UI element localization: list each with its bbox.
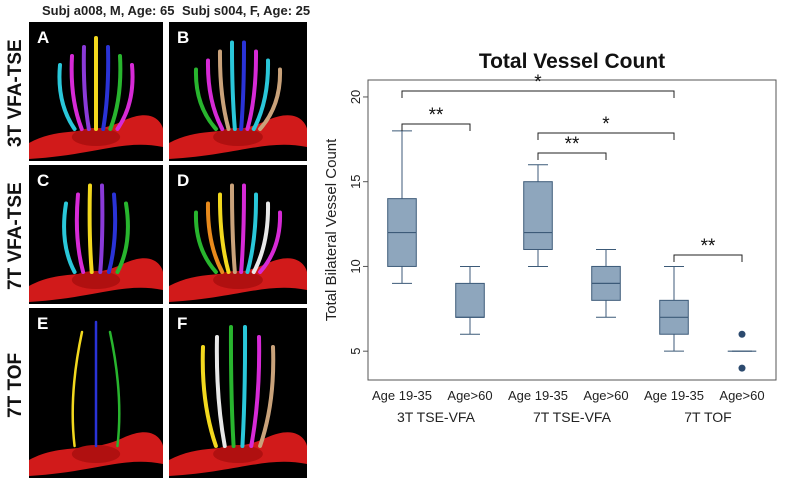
panel-letter: F bbox=[177, 314, 188, 333]
panel-letter: C bbox=[37, 171, 50, 190]
plot-frame bbox=[367, 79, 777, 381]
vessel-branch bbox=[57, 63, 77, 131]
vessel-branch bbox=[205, 201, 225, 274]
vessel-branch bbox=[205, 58, 225, 131]
vessel-branch bbox=[74, 192, 86, 274]
panel-letter: A bbox=[37, 28, 50, 47]
column-header-a008: Subj a008, M, Age: 65 bbox=[42, 3, 175, 18]
panel-f: F bbox=[169, 308, 307, 478]
vessel-render-c bbox=[29, 183, 163, 302]
y-tick-label: 15 bbox=[348, 174, 363, 188]
vessel-branch bbox=[193, 210, 218, 274]
vessel-branch bbox=[217, 192, 231, 274]
vessel-render-e bbox=[29, 320, 163, 476]
vessel-branch bbox=[106, 192, 118, 274]
significance-label: ** bbox=[429, 105, 444, 126]
panel-b: B bbox=[169, 22, 307, 161]
box-category-label: Age 19-35 bbox=[372, 388, 432, 403]
group-label: 7T TOF bbox=[684, 409, 731, 425]
vessel-branch bbox=[115, 63, 135, 131]
vessel-count-boxplot: Total Vessel Count Total Bilateral Vessel… bbox=[323, 50, 777, 425]
significance-label: * bbox=[602, 114, 610, 135]
vessel-branch bbox=[228, 325, 236, 448]
vessel-branch bbox=[239, 40, 247, 131]
row-label-3t-vfa-tse: 3T VFA-TSE bbox=[5, 39, 26, 147]
vessel-branch bbox=[101, 45, 111, 131]
vessel-branch bbox=[193, 67, 218, 131]
vessel-branch bbox=[98, 183, 105, 274]
panel-letter: B bbox=[177, 28, 190, 47]
panel-d: D bbox=[169, 165, 307, 304]
vessel-branch bbox=[258, 210, 283, 274]
vessel-branch bbox=[251, 201, 271, 274]
y-tick-label: 5 bbox=[348, 348, 363, 355]
vessel-branch bbox=[108, 330, 121, 448]
significance-bracket bbox=[401, 90, 675, 98]
vessel-render-a bbox=[29, 36, 163, 159]
vessel-branch bbox=[62, 201, 77, 274]
vessel-branch bbox=[200, 345, 218, 448]
significance-bracket bbox=[537, 132, 675, 140]
vessel-branch bbox=[69, 54, 84, 131]
outlier-point bbox=[738, 364, 746, 372]
artery-shape bbox=[213, 271, 263, 289]
artery-shape bbox=[71, 445, 121, 463]
box-category-label: Age>60 bbox=[719, 388, 764, 403]
vessel-branch bbox=[258, 67, 283, 131]
vessel-branch bbox=[115, 201, 130, 274]
vessel-branch bbox=[81, 45, 91, 131]
chart-title: Total Vessel Count bbox=[479, 50, 665, 73]
significance-label: * bbox=[534, 72, 542, 93]
artery-shape bbox=[213, 128, 263, 146]
box-iqr bbox=[455, 282, 485, 318]
y-axis-label: Total Bilateral Vessel Count bbox=[323, 138, 340, 321]
vessel-branch bbox=[229, 183, 237, 274]
box-category-label: Age 19-35 bbox=[644, 388, 704, 403]
box-category-label: Age>60 bbox=[583, 388, 628, 403]
significance-label: ** bbox=[565, 134, 580, 155]
outlier-point bbox=[738, 330, 746, 338]
row-label-7t-vfa-tse: 7T VFA-TSE bbox=[5, 182, 26, 290]
box-category-label: Age 19-35 bbox=[508, 388, 568, 403]
artery-shape bbox=[213, 445, 263, 463]
significance-label: ** bbox=[701, 236, 716, 257]
significance-bracket bbox=[537, 152, 607, 160]
artery-shape bbox=[71, 128, 121, 146]
vessel-branch bbox=[229, 40, 237, 131]
vessel-render-b bbox=[169, 40, 307, 159]
panel-letter: D bbox=[177, 171, 190, 190]
vessel-branch bbox=[108, 54, 123, 131]
panel-c: C bbox=[29, 165, 163, 304]
panel-a: A bbox=[29, 22, 163, 161]
box-iqr bbox=[523, 181, 553, 250]
group-label: 7T TSE-VFA bbox=[533, 409, 612, 425]
vessel-branch bbox=[251, 58, 271, 131]
box-category-label: Age>60 bbox=[447, 388, 492, 403]
y-tick-label: 20 bbox=[348, 90, 363, 104]
significance-bracket bbox=[401, 123, 471, 131]
group-label: 3T TSE-VFA bbox=[397, 409, 476, 425]
vessel-branch bbox=[240, 325, 248, 448]
vessel-render-f bbox=[169, 325, 307, 476]
vessel-branch bbox=[214, 335, 227, 448]
vessel-branch bbox=[258, 345, 276, 448]
vessel-branch bbox=[71, 330, 84, 448]
panel-letter: E bbox=[37, 314, 49, 333]
y-tick-label: 10 bbox=[348, 259, 363, 273]
vessel-branch bbox=[245, 192, 259, 274]
vessel-render-d bbox=[169, 183, 307, 302]
vessel-branch bbox=[217, 49, 231, 131]
vessel-branch bbox=[239, 183, 247, 274]
vessel-branch bbox=[87, 183, 94, 274]
row-label-7t-tof: 7T TOF bbox=[5, 352, 26, 418]
significance-bracket bbox=[673, 254, 743, 262]
panel-e: E bbox=[29, 308, 163, 478]
vessel-branch bbox=[249, 335, 262, 448]
column-header-s004: Subj s004, F, Age: 25 bbox=[182, 3, 311, 18]
artery-shape bbox=[71, 271, 121, 289]
vessel-branch bbox=[245, 49, 259, 131]
